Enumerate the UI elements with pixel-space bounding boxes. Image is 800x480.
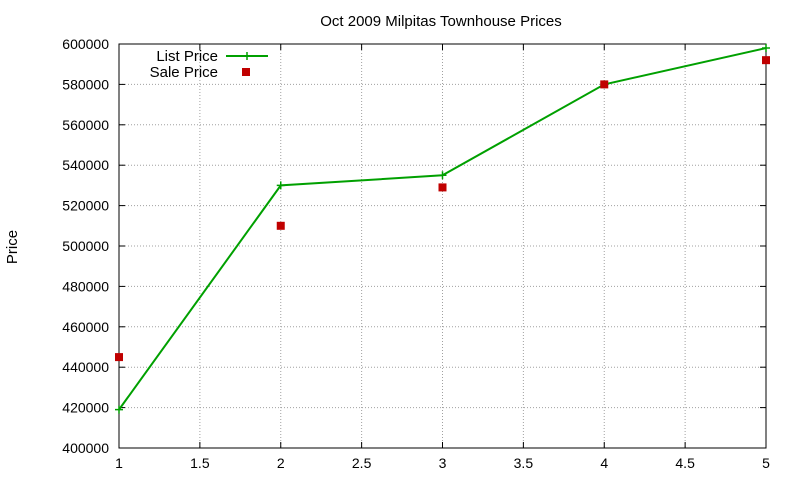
data-series bbox=[115, 44, 770, 414]
y-tick-label: 560000 bbox=[62, 117, 109, 133]
legend-label: Sale Price bbox=[150, 64, 218, 81]
data-point bbox=[438, 171, 447, 180]
plot-border bbox=[118, 43, 767, 449]
series-sale-price bbox=[115, 56, 770, 362]
y-tick-label: 520000 bbox=[62, 198, 109, 214]
legend-marker bbox=[243, 52, 251, 60]
data-point bbox=[276, 221, 285, 230]
y-tick-label: 500000 bbox=[62, 238, 109, 254]
data-point bbox=[762, 56, 770, 65]
y-tick-label: 460000 bbox=[62, 319, 109, 335]
y-tick-label: 400000 bbox=[62, 440, 109, 456]
x-tick-label: 1.5 bbox=[190, 455, 210, 471]
y-tick-label: 420000 bbox=[62, 400, 109, 416]
x-tick-label: 2.5 bbox=[352, 455, 372, 471]
y-tick-label: 600000 bbox=[62, 36, 109, 52]
y-tick-label: 580000 bbox=[62, 76, 109, 92]
x-tick-label: 3.5 bbox=[514, 455, 534, 471]
gridlines bbox=[119, 44, 766, 448]
x-tick-label: 1 bbox=[115, 455, 123, 471]
data-point bbox=[115, 353, 123, 362]
data-point bbox=[762, 44, 770, 53]
x-tick-label: 2 bbox=[277, 455, 285, 471]
y-axis-label: Price bbox=[4, 230, 21, 264]
legend-marker bbox=[242, 68, 250, 76]
x-tick-label: 4.5 bbox=[675, 455, 695, 471]
data-point bbox=[438, 183, 447, 192]
x-tick-label: 3 bbox=[439, 455, 447, 471]
legend-entry: List Price bbox=[156, 48, 268, 65]
y-tick-label: 480000 bbox=[62, 278, 109, 294]
y-tick-label: 440000 bbox=[62, 359, 109, 375]
x-tick-label: 5 bbox=[762, 455, 770, 471]
legend-entry: Sale Price bbox=[150, 64, 250, 81]
x-tick-label: 4 bbox=[600, 455, 608, 471]
data-point bbox=[115, 405, 123, 414]
chart-title: Oct 2009 Milpitas Townhouse Prices bbox=[320, 13, 562, 30]
plot-frame bbox=[118, 43, 767, 449]
series-list-price bbox=[115, 44, 770, 414]
series-line bbox=[118, 47, 767, 411]
data-point bbox=[276, 181, 285, 190]
tick-labels: 1 1.5 2 2.5 3 3.5 4 4.5 5 400000 420000 440000 46000… bbox=[62, 36, 770, 471]
y-tick-label: 540000 bbox=[62, 157, 109, 173]
data-point bbox=[600, 80, 609, 89]
legend-label: List Price bbox=[156, 48, 218, 65]
